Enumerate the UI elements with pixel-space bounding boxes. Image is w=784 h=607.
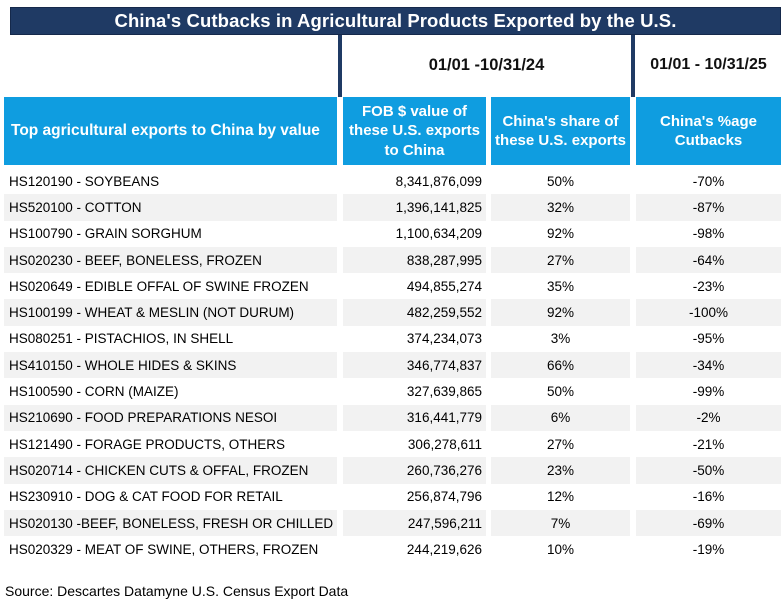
china-share-cell: 92% xyxy=(546,226,575,242)
product-cell: HS020230 - BEEF, BONELESS, FROZEN xyxy=(4,246,337,274)
product-cell: HS020130 -BEEF, BONELESS, FRESH OR CHILL… xyxy=(4,509,337,537)
page-title: China's Cutbacks in Agricultural Product… xyxy=(10,7,781,35)
cutback-cell: -98% xyxy=(692,226,725,242)
cutback-cell: -16% xyxy=(692,489,725,505)
fob-value-cell: 306,278,611 xyxy=(407,436,482,452)
table-row: HS410150 - WHOLE HIDES & SKINS 346,774,83… xyxy=(4,352,781,379)
china-share-cell: 6% xyxy=(491,404,630,431)
fob-value-cell: 244,219,626 xyxy=(406,541,482,557)
header-fob-value-column: FOB $ value of these U.S. exports to Chi… xyxy=(343,97,486,165)
cutback-cell: -64% xyxy=(636,246,781,274)
cutback-cell: -100% xyxy=(636,299,781,326)
cutback-cell: -50% xyxy=(636,457,781,484)
cutback-cell: -21% xyxy=(692,436,725,452)
table-row: HS210690 - FOOD PREPARATIONS NESOI 316,44… xyxy=(4,404,781,431)
table-row: HS230910 - DOG & CAT FOOD FOR RETAIL 256,… xyxy=(4,484,781,510)
table-row: HS100590 - CORN (MAIZE) 327,639,865 50% -99… xyxy=(4,378,781,404)
china-share-cell: 12% xyxy=(546,489,575,505)
cutback-cell: -99% xyxy=(692,384,725,400)
source-note: Source: Descartes Datamyne U.S. Census E… xyxy=(5,583,349,599)
period-label-2024: 01/01 -10/31/24 xyxy=(428,55,545,74)
header-product-column: Top agricultural exports to China by val… xyxy=(4,97,337,165)
china-share-cell: 23% xyxy=(491,457,630,484)
product-cell: HS520100 - COTTON xyxy=(4,194,337,221)
cutback-cell: -19% xyxy=(692,541,725,557)
table-row: HS120190 - SOYBEANS 8,341,876,099 50% -70% xyxy=(4,168,781,194)
fob-value-cell: 494,855,274 xyxy=(406,278,482,294)
product-cell: HS230910 - DOG & CAT FOOD FOR RETAIL xyxy=(9,489,283,505)
fob-value-cell: 346,774,837 xyxy=(343,352,486,379)
table-row: HS100199 - WHEAT & MESLIN (NOT DURUM) 482… xyxy=(4,299,781,326)
table-row: HS020130 -BEEF, BONELESS, FRESH OR CHILL… xyxy=(4,509,781,537)
table-row: HS520100 - COTTON 1,396,141,825 32% -87% xyxy=(4,194,781,221)
china-share-cell: 7% xyxy=(491,509,630,537)
period-label-2025: 01/01 - 10/31/25 xyxy=(650,56,767,73)
product-cell: HS100590 - CORN (MAIZE) xyxy=(9,384,179,400)
china-share-cell: 50% xyxy=(546,384,575,400)
column-divider-line-right xyxy=(631,35,635,97)
table-row: HS020714 - CHICKEN CUTS & OFFAL, FROZEN 2… xyxy=(4,457,781,484)
table-header-row: Top agricultural exports to China by val… xyxy=(4,97,781,165)
product-cell: HS080251 - PISTACHIOS, IN SHELL xyxy=(9,331,234,347)
header-china-share-column: China's share of these U.S. exports xyxy=(491,97,630,165)
fob-value-cell: 838,287,995 xyxy=(343,246,486,274)
china-share-cell: 3% xyxy=(550,331,571,347)
fob-value-cell: 374,234,073 xyxy=(406,331,482,347)
table-row: HS020329 - MEAT OF SWINE, OTHERS, FROZEN… xyxy=(4,536,781,562)
table-row: HS100790 - GRAIN SORGHUM 1,100,634,209 92%… xyxy=(4,221,781,247)
product-cell: HS020714 - CHICKEN CUTS & OFFAL, FROZEN xyxy=(4,457,337,484)
cutback-cell: -69% xyxy=(636,509,781,537)
product-cell: HS020649 - EDIBLE OFFAL OF SWINE FROZEN xyxy=(9,278,309,294)
product-cell: HS020329 - MEAT OF SWINE, OTHERS, FROZEN xyxy=(9,541,319,557)
china-share-cell: 35% xyxy=(546,278,575,294)
fob-value-cell: 247,596,211 xyxy=(343,509,486,537)
china-share-cell: 92% xyxy=(491,299,630,326)
fob-value-cell: 1,100,634,209 xyxy=(395,226,482,242)
table-rows: HS120190 - SOYBEANS 8,341,876,099 50% -70% H… xyxy=(4,168,781,562)
cutback-cell: -95% xyxy=(692,331,725,347)
table-row: HS080251 - PISTACHIOS, IN SHELL 374,234,0… xyxy=(4,326,781,352)
china-share-cell: 32% xyxy=(491,194,630,221)
fob-value-cell: 260,736,276 xyxy=(343,457,486,484)
table-row: HS020230 - BEEF, BONELESS, FROZEN 838,287… xyxy=(4,246,781,274)
cutback-cell: -87% xyxy=(636,194,781,221)
china-share-cell: 27% xyxy=(546,436,575,452)
china-share-cell: 66% xyxy=(491,352,630,379)
column-divider-line-left xyxy=(338,35,342,97)
page-title-text: China's Cutbacks in Agricultural Product… xyxy=(114,10,677,31)
product-cell: HS100199 - WHEAT & MESLIN (NOT DURUM) xyxy=(4,299,337,326)
fob-value-cell: 256,874,796 xyxy=(406,489,482,505)
product-cell: HS210690 - FOOD PREPARATIONS NESOI xyxy=(4,404,337,431)
cutback-cell: -23% xyxy=(692,278,725,294)
product-cell: HS121490 - FORAGE PRODUCTS, OTHERS xyxy=(9,436,286,452)
fob-value-cell: 327,639,865 xyxy=(406,384,482,400)
product-cell: HS100790 - GRAIN SORGHUM xyxy=(9,226,202,242)
cutback-cell: -70% xyxy=(692,173,725,189)
fob-value-cell: 1,396,141,825 xyxy=(343,194,486,221)
header-cutbacks-column: China's %age Cutbacks xyxy=(636,97,781,165)
product-cell: HS120190 - SOYBEANS xyxy=(9,173,160,189)
fob-value-cell: 316,441,779 xyxy=(343,404,486,431)
cutback-cell: -2% xyxy=(636,404,781,431)
china-share-cell: 50% xyxy=(546,173,575,189)
fob-value-cell: 482,259,552 xyxy=(343,299,486,326)
table-row: HS121490 - FORAGE PRODUCTS, OTHERS 306,27… xyxy=(4,431,781,457)
china-share-cell: 27% xyxy=(491,246,630,274)
china-share-cell: 10% xyxy=(546,541,575,557)
cutback-cell: -34% xyxy=(636,352,781,379)
table-row: HS020649 - EDIBLE OFFAL OF SWINE FROZEN 4… xyxy=(4,273,781,299)
product-cell: HS410150 - WHOLE HIDES & SKINS xyxy=(4,352,337,379)
fob-value-cell: 8,341,876,099 xyxy=(395,173,482,189)
